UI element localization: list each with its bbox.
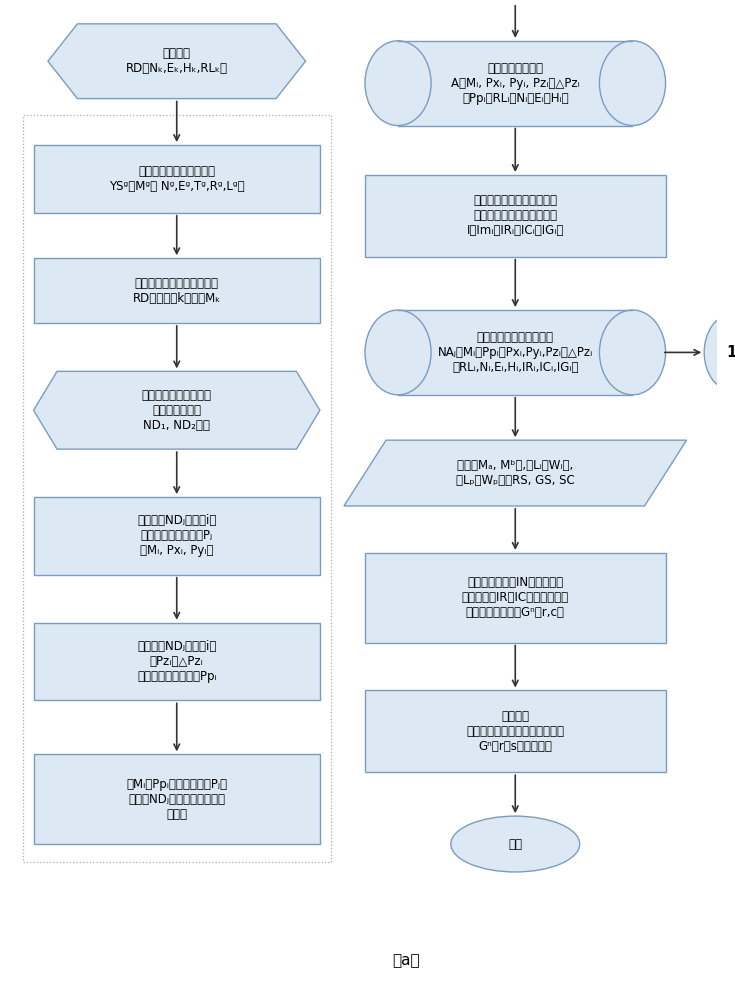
- FancyBboxPatch shape: [365, 690, 666, 772]
- FancyBboxPatch shape: [34, 623, 320, 700]
- Text: 打印输出
「激光雷达隙道正射灰度影像」
Gⁿ（r，s）用户报告: 打印输出 「激光雷达隙道正射灰度影像」 Gⁿ（r，s）用户报告: [466, 710, 564, 753]
- Polygon shape: [48, 24, 306, 99]
- Ellipse shape: [365, 41, 431, 126]
- Text: 计算点云NDⱼ中每个i点
的Pzᵢ和△Pzᵢ
及其断面轮廓线长度Ppᵢ: 计算点云NDⱼ中每个i点 的Pzᵢ和△Pzᵢ 及其断面轮廓线长度Ppᵢ: [137, 640, 217, 683]
- Ellipse shape: [365, 310, 431, 395]
- Text: 带有「骨架线里程」的
数据文件新序列
ND₁, ND₂，～: 带有「骨架线里程」的 数据文件新序列 ND₁, ND₂，～: [142, 389, 212, 432]
- Text: 计算影像总幅数IN，每幅影像
的行列数（IR，IC）和每幅正射
灰度影像填充数组Gⁿ（r,c）: 计算影像总幅数IN，每幅影像 的行列数（IR，IC）和每幅正射 灰度影像填充数组…: [462, 576, 569, 619]
- Text: 结束: 结束: [509, 838, 523, 851]
- FancyBboxPatch shape: [34, 754, 320, 844]
- FancyBboxPatch shape: [34, 497, 320, 575]
- FancyBboxPatch shape: [34, 145, 320, 213]
- Bar: [23, 115, 331, 862]
- Text: 「骨架线投影法」计算点云
RD中每个点k的里程Mₖ: 「骨架线投影法」计算点云 RD中每个点k的里程Mₖ: [132, 277, 220, 305]
- Text: （a）: （a）: [392, 953, 420, 968]
- Text: 数据准备
RD（Nₖ,Eₖ,Hₖ,RLₖ）: 数据准备 RD（Nₖ,Eₖ,Hₖ,RLₖ）: [126, 47, 228, 75]
- Text: 计算点云NDⱼ中每个i点
二维断面坐标系坐标Pⱼ
（Mᵢ, Pxᵢ, Pyᵢ）: 计算点云NDⱼ中每个i点 二维断面坐标系坐标Pⱼ （Mᵢ, Pxᵢ, Pyᵢ）: [137, 514, 216, 557]
- Text: 使用「断面轮廓线投影法」
计算正射影像坐标系数据集
I（Imᵢ，IRᵢ，ICᵢ，IGᵢ）: 使用「断面轮廓线投影法」 计算正射影像坐标系数据集 I（Imᵢ，IRᵢ，ICᵢ，…: [467, 194, 564, 237]
- Text: 以Mᵢ和Ppᵢ为关键字，将Pⱼ数
据集和NDⱼ数据集合并存储到
数据库: 以Mᵢ和Ppᵢ为关键字，将Pⱼ数 据集和NDⱼ数据集合并存储到 数据库: [126, 778, 227, 821]
- Text: 断面坐标系数据库
A（Mᵢ, Pxᵢ, Pyᵢ, Pzᵢ，△Pzᵢ
，Ppᵢ，RLᵢ，Nᵢ，Eᵢ，Hᵢ）: 断面坐标系数据库 A（Mᵢ, Pxᵢ, Pyᵢ, Pzᵢ，△Pzᵢ ，Ppᵢ，R…: [451, 62, 580, 105]
- Text: 读入骨架线几何要素分段
YSᵍ（Mᵍ， Nᵍ,Eᵍ,Tᵍ,Rᵍ,Lᵍ）: 读入骨架线几何要素分段 YSᵍ（Mᵍ， Nᵍ,Eᵍ,Tᵍ,Rᵍ,Lᵍ）: [109, 165, 245, 193]
- Text: 隙道正射灰度影像数据库
NAⱼ（Mᵢ，Ppᵢ，Pxᵢ,Pyᵢ,Pzᵢ，△Pzᵢ
，RLᵢ,Nᵢ,Eᵢ,Hᵢ,IRᵢ,ICᵢ,IGᵢ）: 隙道正射灰度影像数据库 NAⱼ（Mᵢ，Ppᵢ，Pxᵢ,Pyᵢ,Pzᵢ，△Pzᵢ …: [437, 331, 593, 374]
- Polygon shape: [34, 371, 320, 449]
- Text: 输入（Mₐ, Mᵇ）,（Lᵢ，Wᵢ）,
（Lₚ，Wₚ），RS, GS, SC: 输入（Mₐ, Mᵇ）,（Lᵢ，Wᵢ）, （Lₚ，Wₚ），RS, GS, SC: [456, 459, 575, 487]
- FancyBboxPatch shape: [365, 175, 666, 257]
- FancyBboxPatch shape: [398, 41, 633, 126]
- FancyBboxPatch shape: [34, 258, 320, 323]
- Ellipse shape: [600, 41, 666, 126]
- Polygon shape: [344, 440, 686, 506]
- Circle shape: [704, 315, 735, 390]
- FancyBboxPatch shape: [365, 553, 666, 643]
- Text: 1: 1: [726, 345, 735, 360]
- Ellipse shape: [451, 816, 580, 872]
- Ellipse shape: [600, 310, 666, 395]
- FancyBboxPatch shape: [398, 310, 633, 395]
